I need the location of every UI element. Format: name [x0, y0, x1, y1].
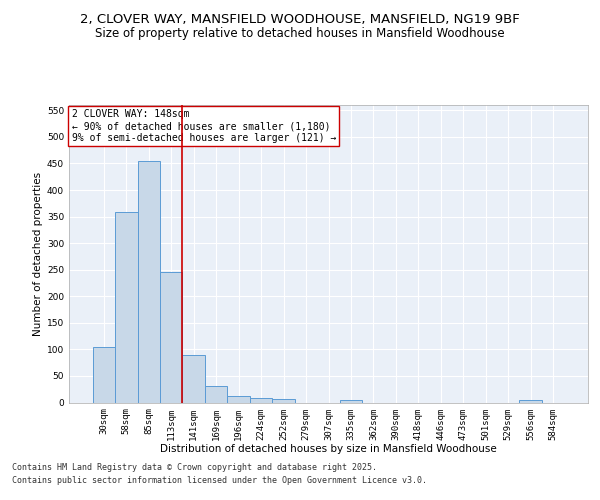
Bar	[137, 161, 160, 402]
Bar	[227, 396, 250, 402]
Bar	[160, 272, 182, 402]
Text: Size of property relative to detached houses in Mansfield Woodhouse: Size of property relative to detached ho…	[95, 28, 505, 40]
Text: 2 CLOVER WAY: 148sqm
← 90% of detached houses are smaller (1,180)
9% of semi-det: 2 CLOVER WAY: 148sqm ← 90% of detached h…	[71, 110, 336, 142]
Bar	[272, 400, 295, 402]
Bar	[205, 386, 227, 402]
X-axis label: Distribution of detached houses by size in Mansfield Woodhouse: Distribution of detached houses by size …	[160, 444, 497, 454]
Bar	[115, 212, 137, 402]
Bar	[520, 400, 542, 402]
Text: 2, CLOVER WAY, MANSFIELD WOODHOUSE, MANSFIELD, NG19 9BF: 2, CLOVER WAY, MANSFIELD WOODHOUSE, MANS…	[80, 12, 520, 26]
Text: Contains public sector information licensed under the Open Government Licence v3: Contains public sector information licen…	[12, 476, 427, 485]
Bar	[340, 400, 362, 402]
Bar	[92, 346, 115, 403]
Bar	[250, 398, 272, 402]
Text: Contains HM Land Registry data © Crown copyright and database right 2025.: Contains HM Land Registry data © Crown c…	[12, 462, 377, 471]
Bar	[182, 354, 205, 403]
Y-axis label: Number of detached properties: Number of detached properties	[33, 172, 43, 336]
